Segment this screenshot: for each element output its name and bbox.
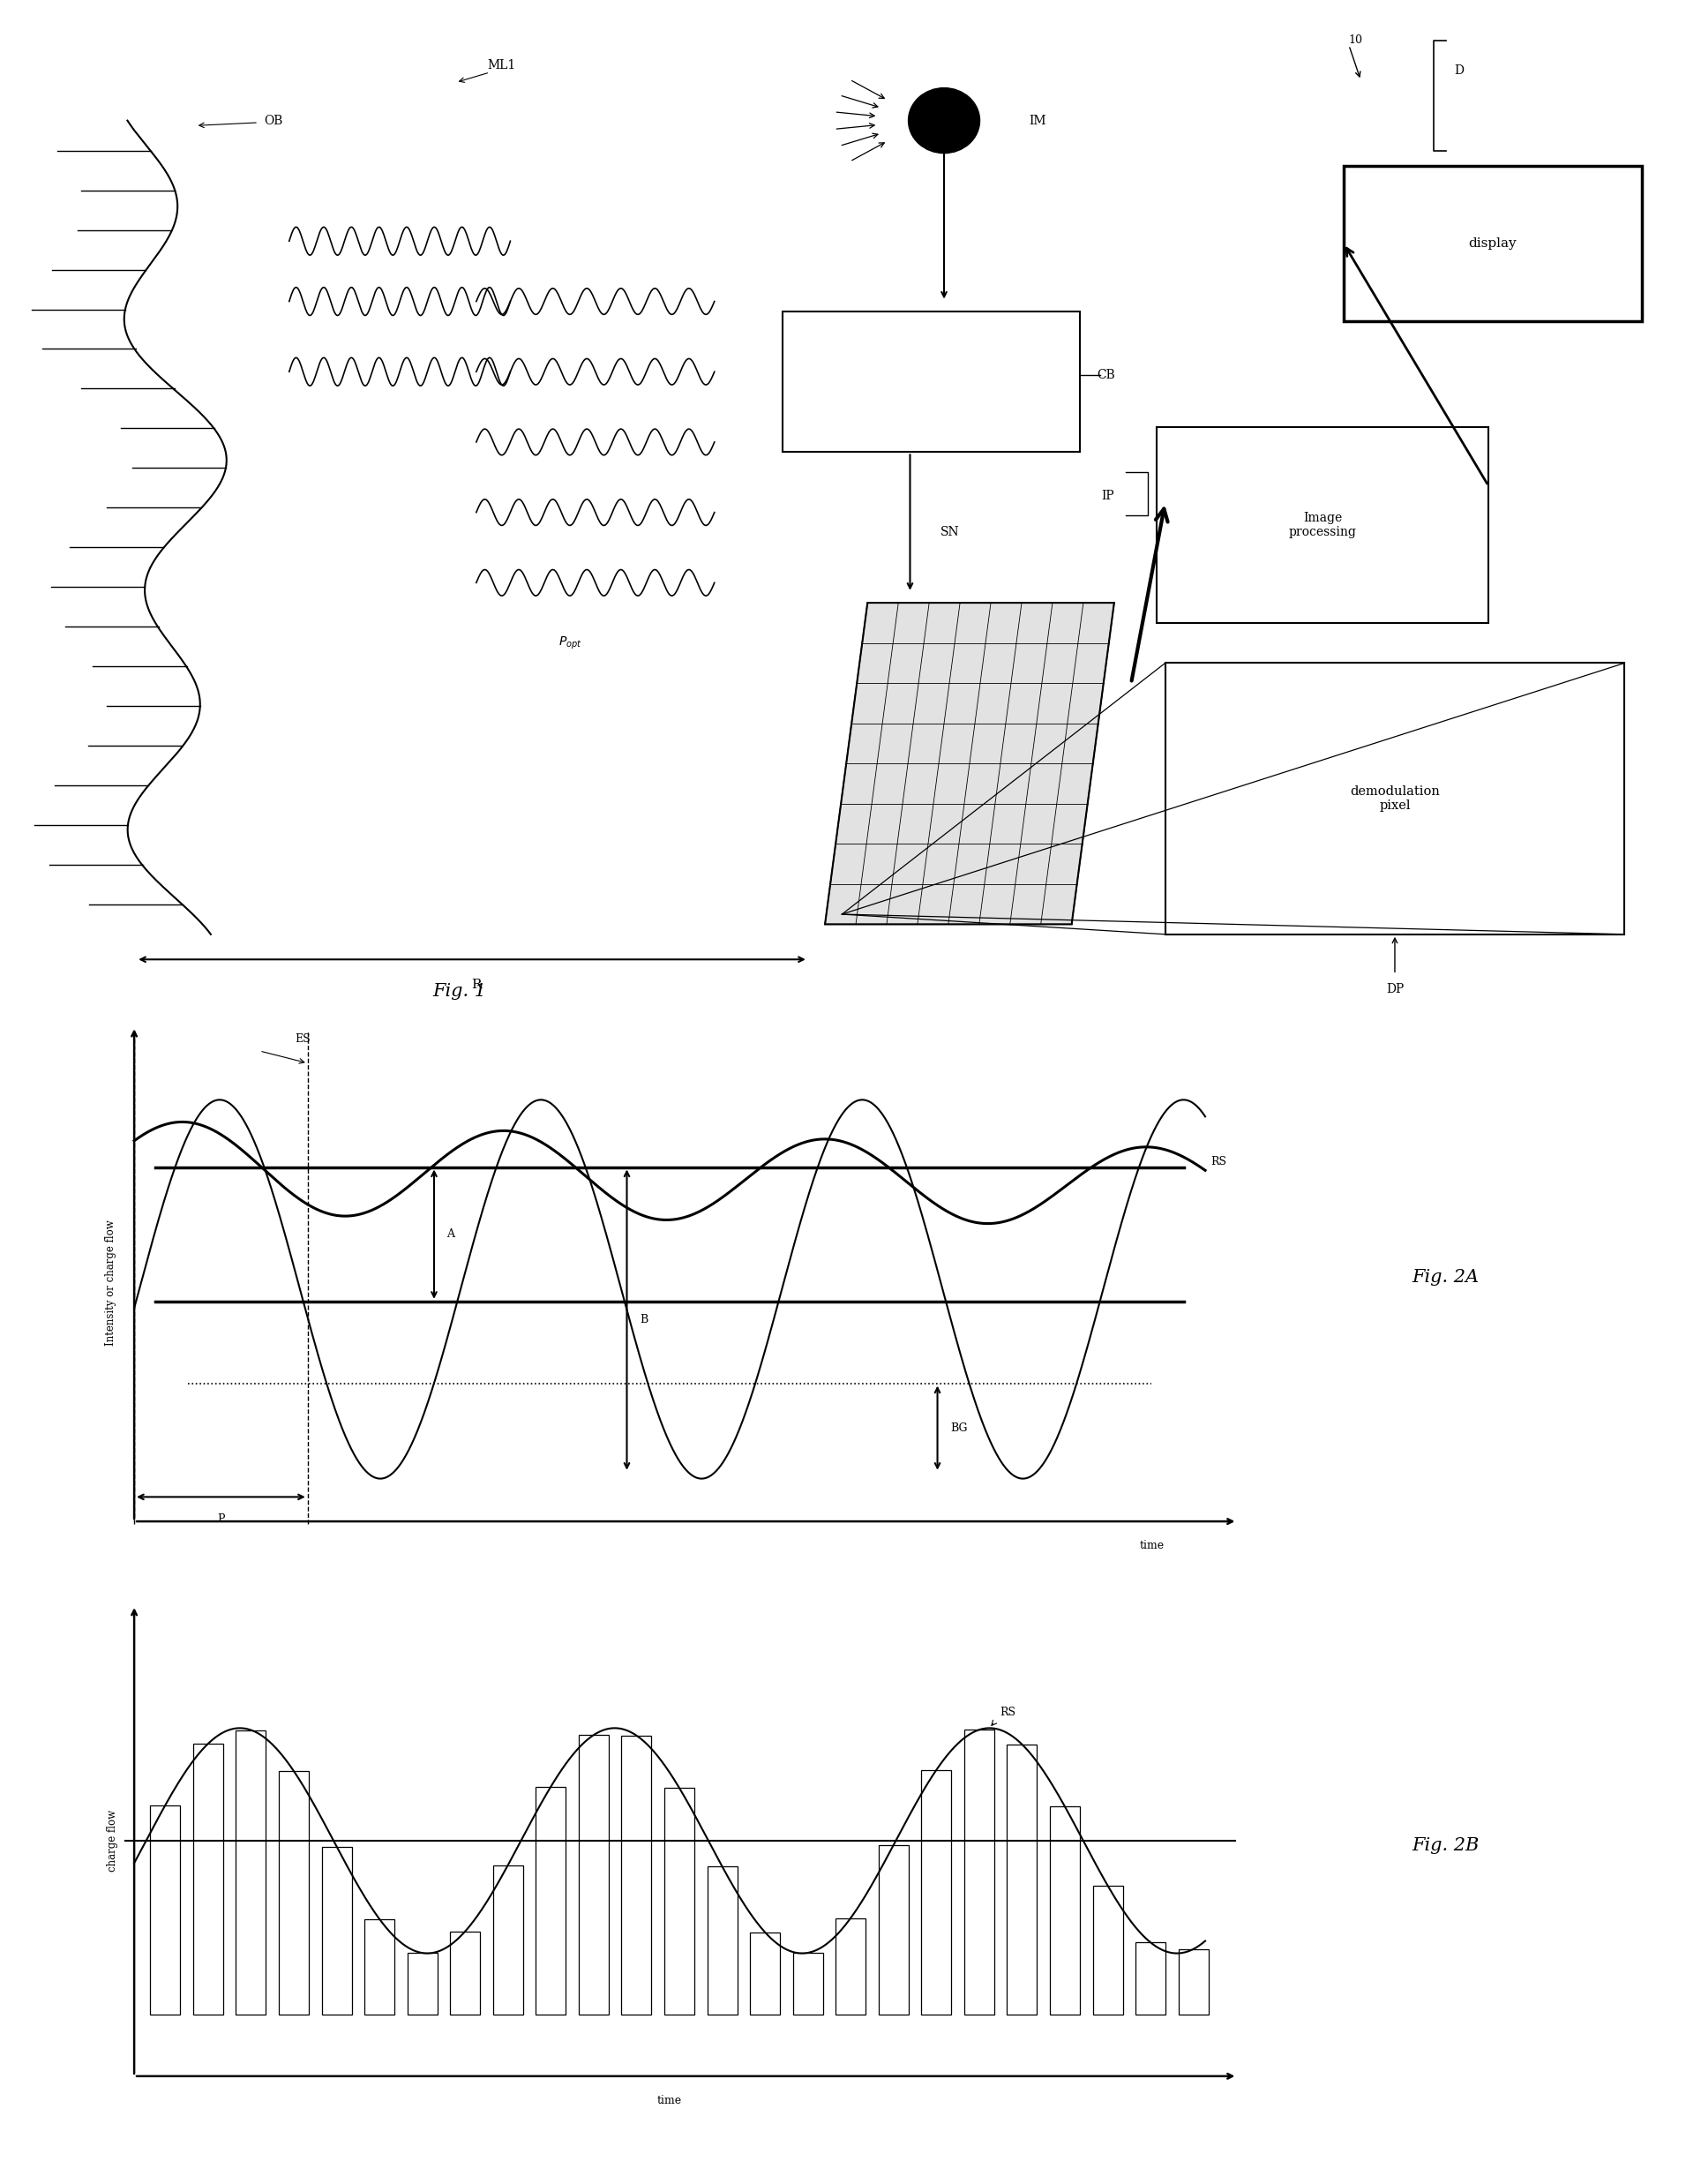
Bar <box>578 1734 609 2014</box>
Text: OB: OB <box>264 114 282 127</box>
Text: Image
processing: Image processing <box>1289 511 1356 537</box>
Text: RS: RS <box>1000 1706 1015 1719</box>
Bar <box>621 1736 651 2014</box>
Bar <box>150 1806 180 2014</box>
Bar <box>1092 1885 1123 2014</box>
Text: IP: IP <box>1101 489 1114 502</box>
Bar <box>922 1769 951 2014</box>
Bar <box>793 1952 823 2014</box>
Bar <box>407 1952 437 2014</box>
Bar <box>236 1730 265 2014</box>
Text: 10: 10 <box>1349 35 1363 46</box>
Text: $P_{opt}$: $P_{opt}$ <box>558 636 582 651</box>
Bar <box>536 1787 566 2014</box>
Bar <box>1157 428 1488 622</box>
Text: Fig. 1: Fig. 1 <box>432 983 486 1000</box>
Bar <box>321 1845 352 2014</box>
Bar <box>1344 166 1641 321</box>
Bar <box>493 1865 522 2014</box>
Bar <box>1179 1948 1208 2014</box>
Ellipse shape <box>908 87 980 153</box>
Text: RS: RS <box>1211 1155 1226 1168</box>
Text: Fig. 2A: Fig. 2A <box>1412 1269 1480 1286</box>
Bar <box>878 1845 908 2014</box>
Text: time: time <box>657 2094 682 2108</box>
Bar <box>451 1931 480 2014</box>
Bar <box>665 1789 694 2014</box>
Text: IM: IM <box>1029 114 1046 127</box>
Text: D: D <box>1454 63 1465 76</box>
Bar <box>279 1771 310 2014</box>
Bar <box>750 1933 781 2014</box>
Text: display: display <box>1468 238 1517 249</box>
Bar <box>1165 664 1624 935</box>
Bar <box>1007 1745 1038 2014</box>
Bar <box>964 1730 993 2014</box>
Text: ES: ES <box>294 1033 310 1044</box>
Text: charge flow: charge flow <box>107 1811 119 1872</box>
Text: demodulation
pixel: demodulation pixel <box>1351 786 1439 812</box>
Text: R: R <box>471 978 481 992</box>
Text: P: P <box>218 1514 225 1524</box>
Bar <box>194 1743 223 2014</box>
Text: CB: CB <box>1097 369 1116 380</box>
Text: BG: BG <box>951 1422 968 1433</box>
Text: Intensity or charge flow: Intensity or charge flow <box>105 1221 116 1345</box>
Bar <box>1136 1942 1165 2014</box>
Bar <box>708 1867 737 2014</box>
Text: Fig. 2B: Fig. 2B <box>1412 1837 1480 1854</box>
Bar <box>782 312 1080 452</box>
Bar <box>364 1920 395 2014</box>
Text: A: A <box>447 1227 454 1241</box>
Text: ML1: ML1 <box>488 59 515 72</box>
Text: DP: DP <box>1386 983 1403 996</box>
Text: SN: SN <box>941 526 959 539</box>
Polygon shape <box>825 603 1114 924</box>
Bar <box>1050 1806 1080 2014</box>
Text: time: time <box>1140 1540 1163 1551</box>
Bar <box>835 1918 866 2014</box>
Text: B: B <box>640 1315 648 1326</box>
